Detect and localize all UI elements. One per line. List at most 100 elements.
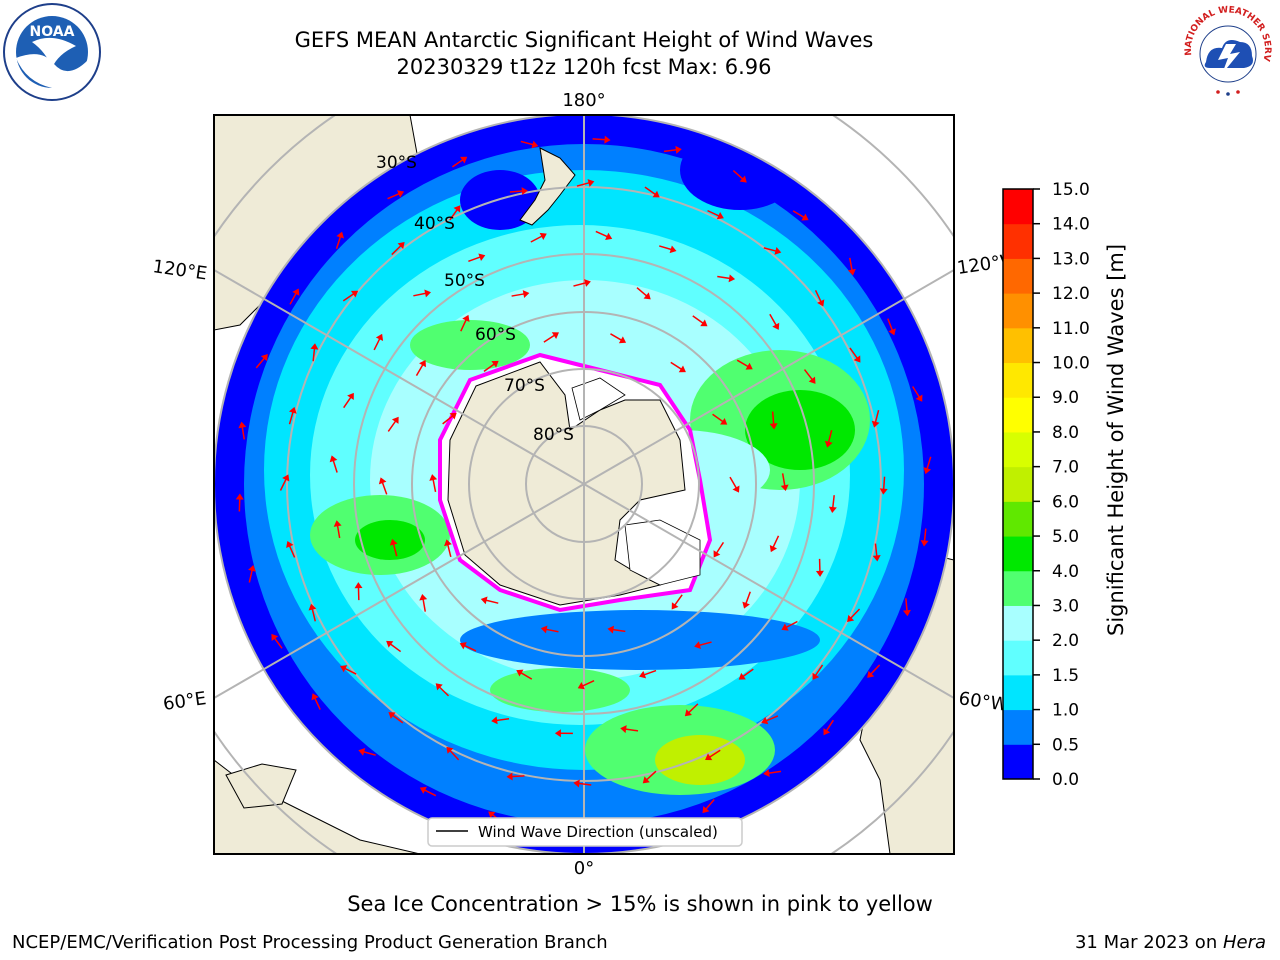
colorbar-tick-label: 6.0 xyxy=(1052,492,1079,512)
wind-arrow xyxy=(387,190,405,200)
wind-arrow xyxy=(238,421,247,440)
wind-arrow xyxy=(642,770,657,784)
wind-arrow xyxy=(483,360,499,372)
wind-arrow xyxy=(419,593,428,612)
wind-arrow xyxy=(769,313,780,330)
wind-arrow xyxy=(871,409,880,428)
colorbar-tick-label: 2.0 xyxy=(1052,631,1079,651)
colorbar-tick-label: 1.5 xyxy=(1052,666,1079,686)
wind-arrow xyxy=(705,749,721,761)
wind-arrow xyxy=(867,664,881,678)
wind-arrow xyxy=(354,582,363,601)
wind-arrow xyxy=(429,474,438,492)
wind-arrow xyxy=(459,642,477,652)
wind-arrow xyxy=(444,539,452,558)
wind-arrow xyxy=(732,170,747,183)
colorbar-band xyxy=(1003,640,1033,676)
wind-arrow xyxy=(849,347,861,363)
colorbar-tick-label: 11.0 xyxy=(1052,319,1090,339)
wind-arrow xyxy=(763,247,782,255)
colorbar-band xyxy=(1003,293,1033,329)
wind-arrow xyxy=(761,715,779,725)
colorbar-band xyxy=(1003,501,1033,537)
wind-arrow xyxy=(769,535,780,553)
noaa-logo: NOAA xyxy=(3,3,101,101)
wind-arrow xyxy=(335,231,345,249)
colorbar-band xyxy=(1003,536,1033,572)
wind-arrow xyxy=(769,411,778,430)
wind-arrow xyxy=(812,664,824,680)
colorbar-band xyxy=(1003,189,1033,225)
wind-arrow xyxy=(573,779,592,788)
map-frame xyxy=(213,114,955,855)
legend-label: Wind Wave Direction (unscaled) xyxy=(478,823,718,841)
wind-arrow xyxy=(378,477,388,495)
colorbar-band xyxy=(1003,223,1033,259)
wind-arrow xyxy=(329,455,338,473)
wind-arrow xyxy=(607,625,626,634)
wind-arrow xyxy=(887,318,896,336)
wind-arrow xyxy=(543,332,559,343)
wind-arrow xyxy=(902,598,911,617)
colorbar-tick-label: 5.0 xyxy=(1052,527,1079,547)
colorbar-band xyxy=(1003,258,1033,294)
colorbar-tick-label: 10.0 xyxy=(1052,354,1090,374)
wind-arrow xyxy=(610,333,627,344)
wind-arrow xyxy=(663,145,682,154)
wind-arrow xyxy=(781,620,798,631)
wind-arrow xyxy=(491,716,510,725)
lat-label-70s: 70°S xyxy=(504,376,545,396)
colorbar-band xyxy=(1003,466,1033,502)
colorbar-tick-label: 7.0 xyxy=(1052,458,1079,478)
wind-arrow xyxy=(824,429,833,448)
wind-arrow xyxy=(288,406,297,425)
wind-arrow xyxy=(271,633,283,649)
colorbar-tick-label: 0.0 xyxy=(1052,770,1079,790)
wind-arrow xyxy=(311,693,321,710)
wind-arrow xyxy=(391,242,405,256)
colorbar: 15.0 14.0 13.0 12.0 11.0 10.0 9.0 8.0 7.0 6.0 5.0 4… xyxy=(1002,180,1090,790)
wind-arrow xyxy=(692,315,708,327)
colorbar-tick-label: 12.0 xyxy=(1052,284,1090,304)
wind-arrow xyxy=(879,476,888,495)
wind-arrow xyxy=(872,543,881,562)
wind-arrow xyxy=(343,392,354,409)
wind-arrow xyxy=(310,343,319,362)
lat-label-40s: 40°S xyxy=(414,214,455,234)
colorbar-tick-label: 4.0 xyxy=(1052,562,1079,582)
wind-arrow xyxy=(573,279,591,287)
wind-arrow xyxy=(255,354,268,369)
colorbar-bands xyxy=(1003,189,1033,780)
wind-arrow xyxy=(736,359,753,370)
lon-label-120e: 120°E xyxy=(151,256,208,284)
wind-arrow xyxy=(286,540,296,558)
colorbar-tick-label: 0.5 xyxy=(1052,735,1079,755)
lon-label-60e: 60°E xyxy=(162,688,208,715)
wind-arrow xyxy=(717,274,736,283)
wind-arrow xyxy=(386,640,402,653)
wind-arrow xyxy=(707,209,724,220)
colorbar-band xyxy=(1003,605,1033,641)
wind-arrow xyxy=(738,668,754,680)
wind-arrow xyxy=(520,140,539,149)
wind-arrow xyxy=(308,603,317,622)
wind-arrow xyxy=(342,290,359,302)
wind-arrow xyxy=(577,679,595,690)
wind-arrow xyxy=(592,135,611,144)
colorbar-band xyxy=(1003,674,1033,711)
wind-arrow xyxy=(847,608,861,623)
colorbar-band xyxy=(1003,431,1033,468)
wind-arrow xyxy=(506,772,525,781)
colorbar-tick-label: 15.0 xyxy=(1052,180,1090,200)
wind-arrow xyxy=(373,333,384,351)
lat-label-30s: 30°S xyxy=(376,153,417,173)
nws-logo: NATIONAL WEATHER SERVICE xyxy=(1178,2,1276,100)
wind-arrow xyxy=(742,591,751,609)
colorbar-tick-label: 1.0 xyxy=(1052,701,1079,721)
wind-arrow xyxy=(712,413,728,425)
colorbar-ticks: 15.0 14.0 13.0 12.0 11.0 10.0 9.0 8.0 7.0 6.0 5.0 4… xyxy=(1033,180,1090,790)
wind-arrow xyxy=(644,186,660,198)
credit-text: NCEP/EMC/Verification Post Processing Pr… xyxy=(12,932,608,953)
wind-arrow xyxy=(415,360,426,376)
